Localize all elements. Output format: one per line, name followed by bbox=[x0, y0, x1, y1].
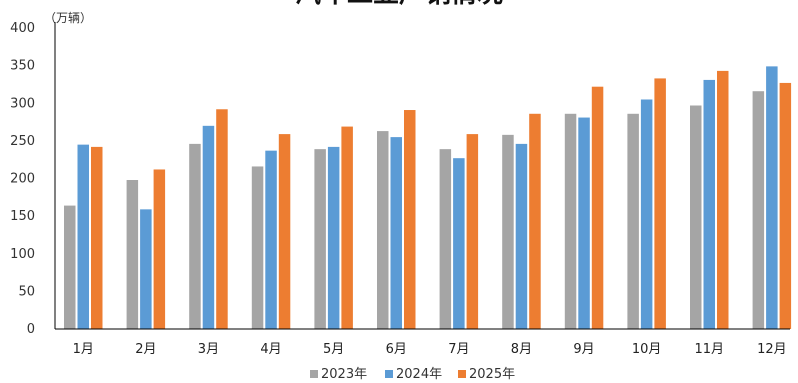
bar-2025年-10月 bbox=[654, 78, 666, 329]
y-tick-label: 400 bbox=[10, 21, 35, 36]
bar-2023年-12月 bbox=[752, 91, 765, 330]
bar-2023年-11月 bbox=[690, 105, 702, 329]
bar-2024年-6月 bbox=[390, 137, 402, 329]
bar-2025年-6月 bbox=[404, 110, 416, 330]
legend-swatch-2024年 bbox=[385, 370, 393, 378]
bar-2023年-3月 bbox=[189, 143, 201, 329]
y-tick-label: 200 bbox=[10, 172, 35, 187]
bar-2024年-5月 bbox=[327, 146, 340, 329]
bar-2025年-12月 bbox=[779, 82, 792, 330]
y-tick-label: 150 bbox=[10, 209, 35, 224]
bar-2025年-9月 bbox=[591, 86, 604, 329]
legend-label: 2024年 bbox=[396, 367, 442, 382]
bar-2024年-7月 bbox=[453, 158, 465, 329]
x-tick-label: 10月 bbox=[632, 342, 662, 357]
y-axis-unit-label: （万辆） bbox=[44, 11, 92, 25]
x-tick-label: 4月 bbox=[260, 342, 281, 357]
legend-label: 2025年 bbox=[469, 367, 515, 382]
bar-2024年-8月 bbox=[515, 143, 528, 329]
bar-2025年-1月 bbox=[91, 146, 103, 329]
x-tick-label: 5月 bbox=[323, 342, 344, 357]
y-tick-label: 350 bbox=[10, 59, 35, 74]
x-tick-label: 8月 bbox=[511, 342, 532, 357]
bar-2024年-11月 bbox=[703, 79, 715, 329]
y-tick-label: 50 bbox=[18, 284, 35, 299]
bar-2023年-7月 bbox=[439, 149, 452, 329]
x-tick-label: 7月 bbox=[448, 342, 469, 357]
bar-2023年-5月 bbox=[314, 149, 326, 329]
x-ticks-group: 1月 2月 3月 4月 5月 6月 7月 8月 9月 10月 11月 12月 bbox=[73, 342, 787, 357]
x-tick-label: 3月 bbox=[198, 342, 219, 357]
bar-2025年-8月 bbox=[529, 113, 541, 329]
bar-2023年-1月 bbox=[64, 205, 76, 329]
legend-swatch-2023年 bbox=[310, 370, 318, 378]
legend: 2023年 2024年 2025年 bbox=[310, 367, 515, 382]
chart-title: 汽车工业产销情况 bbox=[295, 0, 503, 9]
axes-group bbox=[54, 22, 790, 330]
bar-2024年-9月 bbox=[578, 117, 590, 329]
legend-label: 2023年 bbox=[321, 367, 367, 382]
bar-2023年-6月 bbox=[377, 131, 389, 329]
bar-2025年-5月 bbox=[341, 126, 353, 329]
legend-swatch-2025年 bbox=[458, 370, 466, 378]
bar-2024年-10月 bbox=[640, 99, 653, 329]
bar-2024年-2月 bbox=[140, 209, 152, 329]
y-tick-label: 100 bbox=[10, 247, 35, 262]
bar-2025年-7月 bbox=[466, 134, 479, 329]
bar-2025年-2月 bbox=[153, 169, 166, 329]
y-ticks-group: 0 50 100 150 200 250 300 350 400 bbox=[10, 21, 35, 337]
y-tick-label: 0 bbox=[27, 322, 35, 337]
bar-2023年-10月 bbox=[627, 113, 639, 329]
bar-2024年-1月 bbox=[77, 144, 89, 329]
bar-2023年-4月 bbox=[251, 166, 264, 329]
bar-2023年-8月 bbox=[502, 134, 514, 329]
bar-2023年-2月 bbox=[126, 180, 139, 329]
bar-2024年-4月 bbox=[265, 150, 277, 329]
bar-2024年-12月 bbox=[766, 66, 778, 329]
bar-2025年-4月 bbox=[278, 134, 291, 329]
bar-2025年-11月 bbox=[717, 70, 729, 329]
bars-group bbox=[64, 66, 792, 330]
y-tick-label: 250 bbox=[10, 134, 35, 149]
y-tick-label: 300 bbox=[10, 96, 35, 111]
x-tick-label: 6月 bbox=[386, 342, 407, 357]
x-tick-label: 12月 bbox=[757, 342, 787, 357]
x-tick-label: 11月 bbox=[694, 342, 724, 357]
x-tick-label: 1月 bbox=[73, 342, 94, 357]
bar-2025年-3月 bbox=[216, 109, 228, 330]
x-tick-label: 9月 bbox=[573, 342, 594, 357]
bar-2023年-9月 bbox=[564, 113, 577, 329]
bar-2024年-3月 bbox=[202, 125, 215, 329]
x-tick-label: 2月 bbox=[135, 342, 156, 357]
